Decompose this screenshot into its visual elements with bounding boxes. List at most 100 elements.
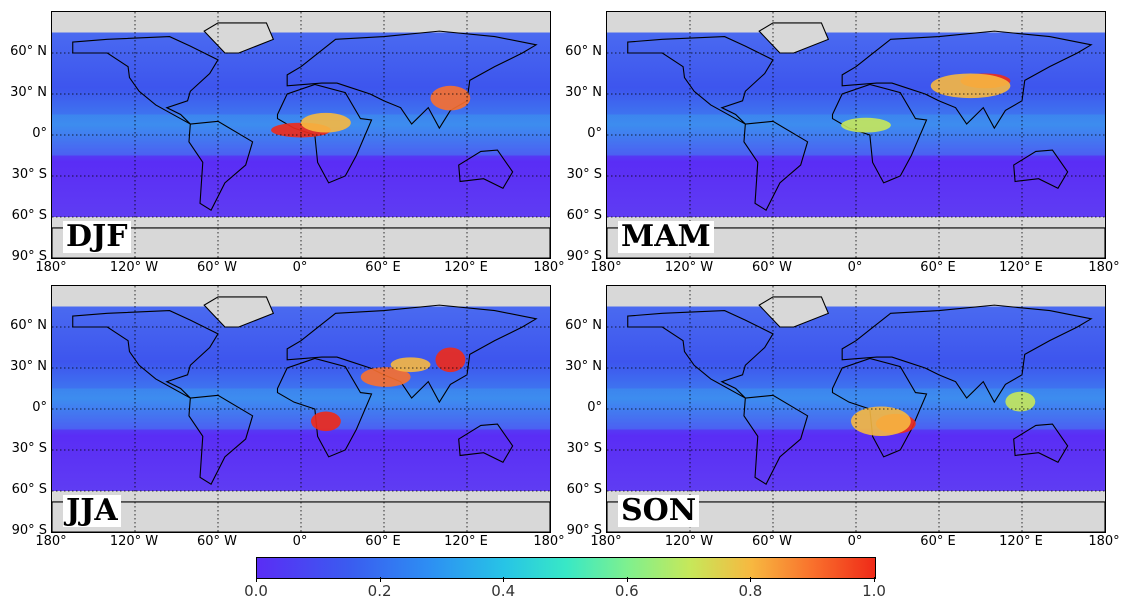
season-label: MAM xyxy=(618,221,714,253)
lat-tick: 30° N xyxy=(565,359,602,374)
coastline xyxy=(458,149,514,190)
lon-tick: 60° W xyxy=(196,260,238,275)
coastline xyxy=(72,310,219,399)
coastline xyxy=(203,296,275,328)
lat-tick: 0° xyxy=(587,126,602,141)
lat-tick: 30° N xyxy=(565,85,602,100)
coastline xyxy=(286,304,538,404)
lon-tick: 180° xyxy=(35,260,67,275)
hotspot xyxy=(390,357,431,373)
hotspot xyxy=(841,117,891,133)
colorbar-tick-mark xyxy=(626,577,628,582)
lon-tick: 180° xyxy=(590,534,622,549)
lat-tick: 90° S xyxy=(11,249,47,264)
lat-tick: 30° S xyxy=(11,167,47,182)
lon-tick: 0° xyxy=(847,534,863,549)
lon-tick: 0° xyxy=(847,260,863,275)
hotspot xyxy=(851,406,911,437)
lat-tick: 0° xyxy=(32,400,47,415)
lon-tick: 180° xyxy=(533,534,565,549)
hotspot xyxy=(930,73,1011,99)
coastline xyxy=(841,304,1093,404)
lat-tick: 60° N xyxy=(10,318,47,333)
coastline xyxy=(758,296,830,328)
colorbar-tick-mark xyxy=(256,577,257,582)
coastline xyxy=(841,30,1093,130)
coastline xyxy=(627,36,774,125)
lat-tick: 60° N xyxy=(565,318,602,333)
colorbar-tick-label: 0.0 xyxy=(244,582,268,600)
lon-tick: 120° E xyxy=(999,534,1043,549)
lat-tick: 60° S xyxy=(566,482,602,497)
colorbar-tick-label: 0.6 xyxy=(614,582,639,600)
lat-tick: 30° S xyxy=(566,441,602,456)
colorbar-tick-label: 0.8 xyxy=(738,582,763,600)
colorbar-tick-label: 0.2 xyxy=(367,582,392,600)
lat-tick: 30° S xyxy=(11,441,47,456)
lat-tick: 30° N xyxy=(10,359,47,374)
lon-tick: 0° xyxy=(292,260,308,275)
coastline xyxy=(607,227,1105,258)
lat-tick: 60° N xyxy=(565,44,602,59)
coastline xyxy=(1013,423,1069,464)
hotspot xyxy=(301,112,351,133)
hotspot xyxy=(430,85,471,111)
lat-tick: 30° N xyxy=(10,85,47,100)
lat-tick: 90° S xyxy=(11,523,47,538)
coastline xyxy=(52,501,550,532)
coastline xyxy=(203,22,275,54)
map-panel-son xyxy=(606,285,1106,533)
lat-tick: 30° S xyxy=(566,167,602,182)
hotspot xyxy=(435,347,466,373)
coastline xyxy=(831,357,928,458)
lon-tick: 60° W xyxy=(196,534,238,549)
coastline xyxy=(758,22,830,54)
lat-tick: 0° xyxy=(32,126,47,141)
coastline xyxy=(72,36,219,125)
lon-tick: 120° W xyxy=(109,534,159,549)
coastline xyxy=(607,501,1105,532)
lon-tick: 180° xyxy=(35,534,67,549)
lon-tick: 120° W xyxy=(109,260,159,275)
coastline xyxy=(1013,149,1069,190)
lat-tick: 60° S xyxy=(11,208,47,223)
coastline xyxy=(52,227,550,258)
lon-tick: 120° E xyxy=(999,260,1043,275)
lon-tick: 60° E xyxy=(365,534,401,549)
lon-tick: 120° W xyxy=(664,534,714,549)
lon-tick: 60° W xyxy=(751,260,793,275)
coastline xyxy=(276,357,373,458)
lon-tick: 60° E xyxy=(920,534,956,549)
hotspot xyxy=(360,367,411,387)
colorbar-tick-mark xyxy=(503,577,505,582)
lat-tick: 60° S xyxy=(11,482,47,497)
season-label: JJA xyxy=(63,495,121,527)
lat-tick: 90° S xyxy=(566,249,602,264)
hotspot xyxy=(310,411,341,432)
lat-tick: 0° xyxy=(587,400,602,415)
lon-tick: 180° xyxy=(533,260,565,275)
lon-tick: 120° E xyxy=(444,260,488,275)
lon-tick: 60° E xyxy=(365,260,401,275)
colorbar-tick-label: 1.0 xyxy=(862,582,886,600)
lon-tick: 180° xyxy=(1088,260,1120,275)
lon-tick: 120° E xyxy=(444,534,488,549)
season-label: SON xyxy=(618,495,700,527)
map-panel-djf xyxy=(51,11,551,259)
lon-tick: 180° xyxy=(590,260,622,275)
coastline xyxy=(458,423,514,464)
lon-tick: 0° xyxy=(292,534,308,549)
colorbar-tick-label: 0.4 xyxy=(491,582,516,600)
colorbar xyxy=(256,557,876,579)
lon-tick: 60° E xyxy=(920,260,956,275)
coastline xyxy=(627,310,774,399)
coastline xyxy=(286,30,538,130)
colorbar-tick-mark xyxy=(750,577,752,582)
lat-tick: 60° S xyxy=(566,208,602,223)
lon-tick: 180° xyxy=(1088,534,1120,549)
lat-tick: 90° S xyxy=(566,523,602,538)
colorbar-tick-mark xyxy=(379,577,381,582)
hotspot xyxy=(1005,391,1036,412)
colorbar-tick-mark xyxy=(874,577,875,582)
lon-tick: 60° W xyxy=(751,534,793,549)
